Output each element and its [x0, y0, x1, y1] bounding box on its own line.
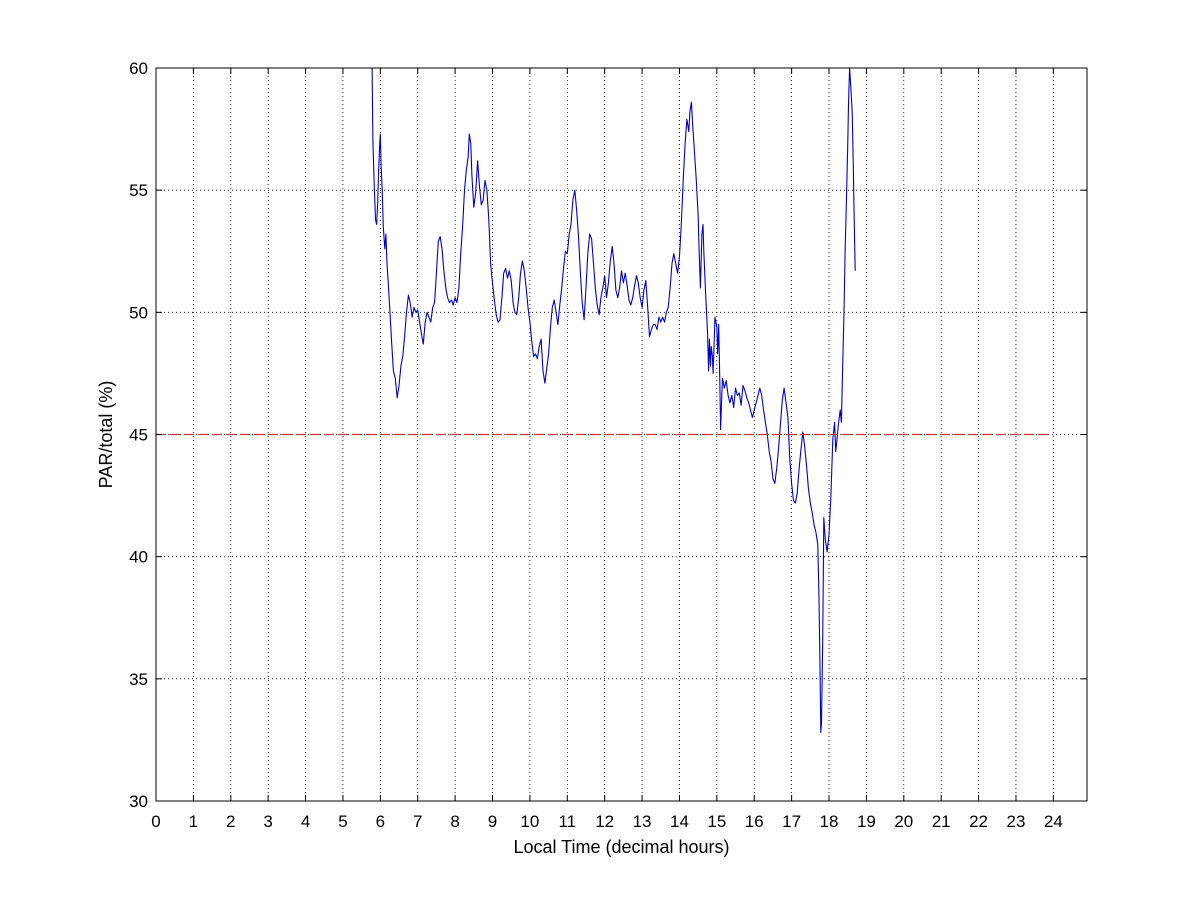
x-tick-label: 23: [1006, 812, 1025, 831]
x-tick-label: 8: [450, 812, 459, 831]
x-tick-label: 3: [263, 812, 272, 831]
x-axis-label: Local Time (decimal hours): [513, 837, 729, 857]
tick-labels: 0 1 2 3 4 5 6 7 8 9 10 11 12 13 14 15 16 17 18 19 20 21 22 23 24…: [129, 59, 1063, 831]
y-tick-label: 55: [129, 181, 148, 200]
y-tick-label: 40: [129, 548, 148, 567]
par-ratio-series: [371, 67, 856, 734]
y-axis-label: PAR/total (%): [96, 381, 116, 489]
x-tick-label: 15: [707, 812, 726, 831]
x-tick-label: 11: [558, 812, 576, 831]
x-tick-label: 7: [413, 812, 422, 831]
x-tick-label: 19: [857, 812, 876, 831]
x-tick-label: 5: [338, 812, 347, 831]
x-tick-label: 9: [488, 812, 497, 831]
x-tick-label: 22: [969, 812, 988, 831]
x-tick-label: 24: [1044, 812, 1063, 831]
x-tick-label: 1: [189, 812, 198, 831]
x-tick-label: 0: [151, 812, 160, 831]
x-tick-label: 21: [932, 812, 951, 831]
x-tick-label: 17: [782, 812, 801, 831]
x-tick-label: 4: [301, 812, 310, 831]
ticks: [155, 67, 1087, 802]
x-tick-label: 10: [520, 812, 539, 831]
x-tick-label: 14: [670, 812, 689, 831]
y-tick-label: 30: [129, 792, 148, 811]
y-tick-label: 50: [129, 303, 148, 322]
x-tick-label: 2: [226, 812, 235, 831]
x-tick-label: 6: [376, 812, 385, 831]
x-tick-label: 13: [633, 812, 652, 831]
x-tick-label: 18: [820, 812, 839, 831]
y-tick-label: 45: [129, 426, 148, 445]
series-layer: [156, 67, 1054, 734]
y-tick-label: 35: [129, 670, 148, 689]
x-tick-label: 16: [745, 812, 764, 831]
x-tick-label: 12: [595, 812, 614, 831]
x-tick-label: 20: [894, 812, 913, 831]
y-tick-label: 60: [129, 59, 148, 78]
